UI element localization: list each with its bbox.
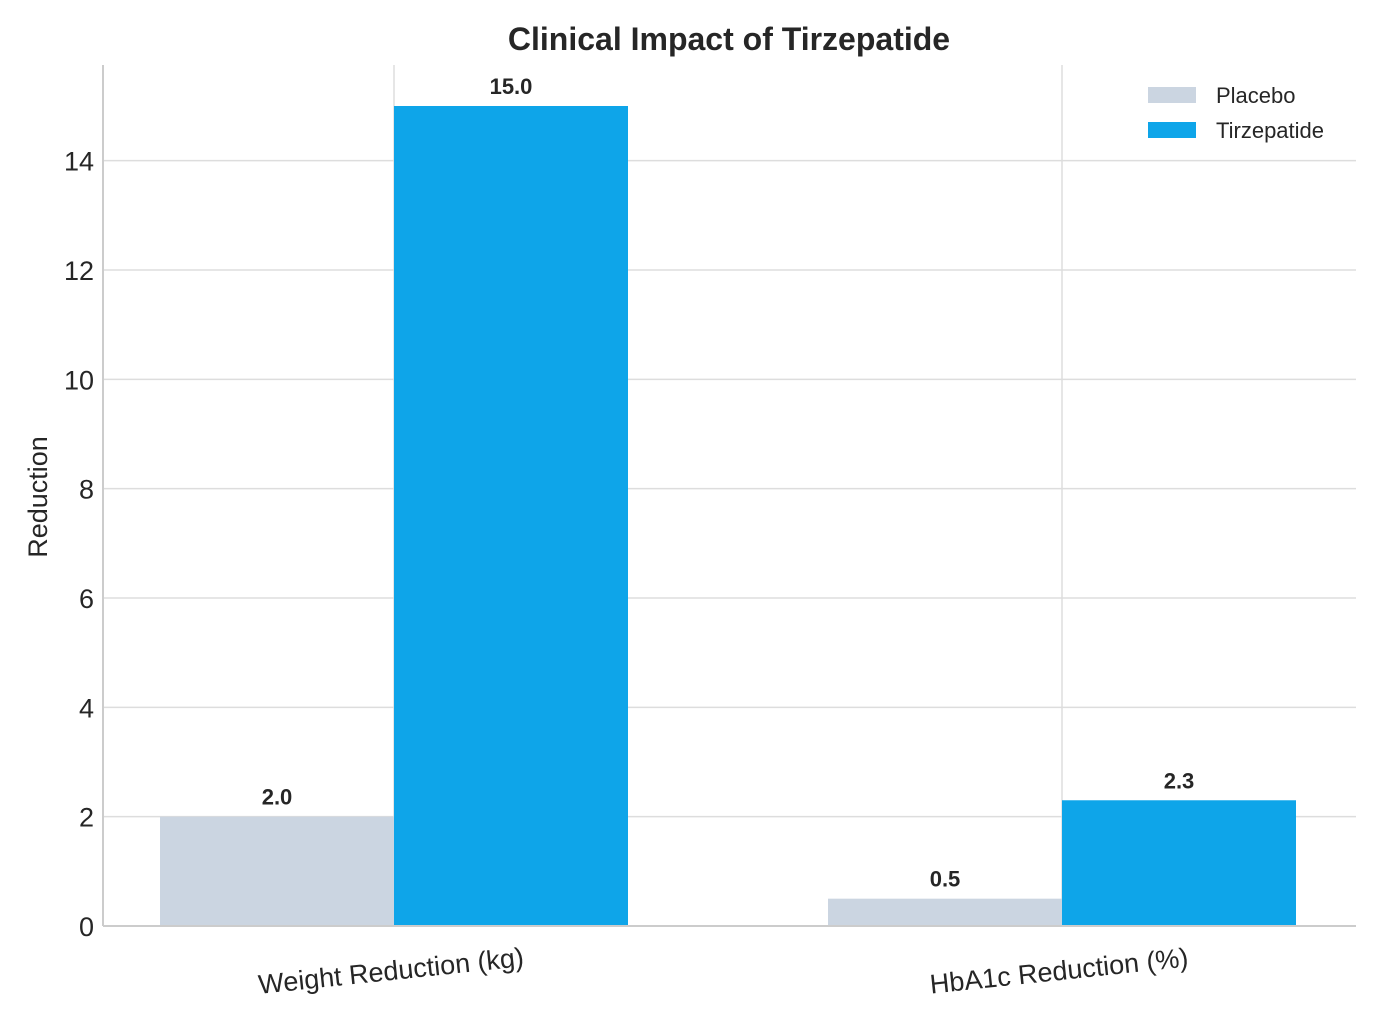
x-ticks: Weight Reduction (kg) HbA1c Reduction (%): [257, 942, 1190, 1000]
bar-tirzepatide: [1062, 800, 1296, 926]
bars: [160, 106, 1296, 926]
legend-swatch-tirzepatide: [1148, 122, 1196, 138]
y-axis-label: Reduction: [23, 436, 53, 558]
data-label: 0.5: [930, 867, 961, 892]
legend-label-tirzepatide: Tirzepatide: [1216, 118, 1324, 143]
y-tick-label: 12: [64, 256, 94, 286]
y-tick-label: 0: [79, 912, 94, 942]
bar-tirzepatide: [394, 106, 628, 926]
y-tick-label: 14: [64, 147, 94, 177]
data-label: 2.3: [1164, 768, 1195, 793]
data-label: 2.0: [262, 785, 293, 810]
bar-placebo: [828, 898, 1062, 926]
legend-label-placebo: Placebo: [1216, 83, 1296, 108]
y-tick-label: 2: [79, 803, 94, 833]
chart-title: Clinical Impact of Tirzepatide: [508, 21, 950, 57]
y-tick-label: 6: [79, 584, 94, 614]
y-tick-label: 10: [64, 365, 94, 395]
x-tick-label: HbA1c Reduction (%): [928, 943, 1189, 1000]
axes: [102, 65, 1356, 927]
legend-swatch-placebo: [1148, 87, 1196, 103]
y-tick-label: 4: [79, 693, 94, 723]
data-label: 15.0: [490, 74, 533, 99]
bar-placebo: [160, 816, 394, 926]
y-ticks: 0 2 4 6 8 10 12 14: [64, 147, 94, 942]
x-tick-label: Weight Reduction (kg): [257, 942, 525, 1000]
y-tick-label: 8: [79, 475, 94, 505]
legend: Placebo Tirzepatide: [1148, 83, 1324, 143]
data-labels: 2.0 0.5 15.0 2.3: [262, 74, 1195, 892]
